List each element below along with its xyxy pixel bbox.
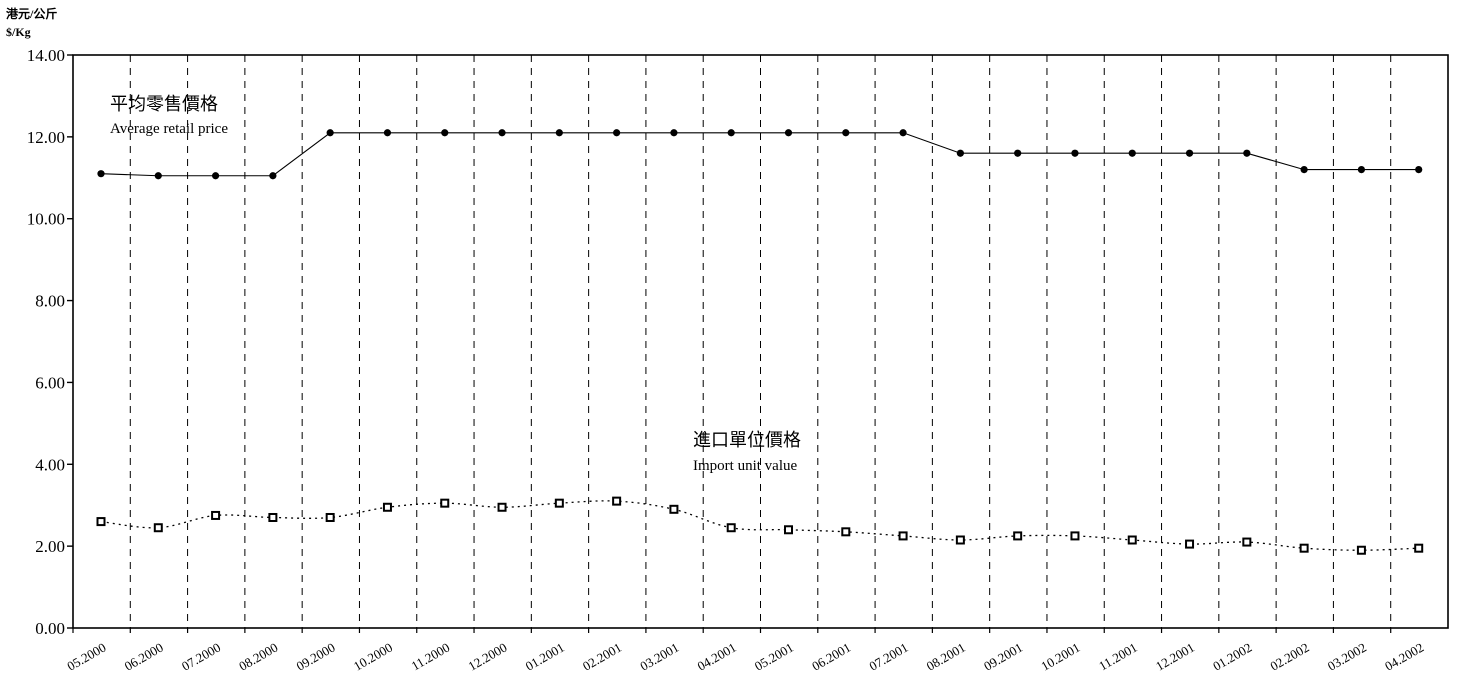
average-retail-price-point [784,129,793,137]
y-tick-label: 2.00 [35,537,65,556]
x-tick-label: 04.2001 [695,640,739,674]
x-tick-label: 08.2001 [924,640,968,674]
average-retail-price-point [269,172,277,180]
import-unit-value-point [669,504,679,514]
import-unit-value-point [1013,531,1023,541]
import-unit-value-point [1070,531,1080,541]
x-tick-label: 12.2001 [1153,640,1197,674]
import-unit-value-point [497,502,507,512]
average-retail-price-point [842,129,850,137]
import-unit-value-point [325,512,335,522]
x-tick-label: 09.2001 [981,640,1025,674]
x-tick-label: 04.2002 [1382,640,1426,674]
x-tick-label: 03.2002 [1325,640,1369,674]
average-retail-price-point [326,129,334,137]
x-axis-ticks: 05.2000 06.2000 07.2000 08.2000 09.2000 10.20… [64,628,1426,674]
import-unit-value-point [554,498,564,508]
vertical-gridlines [129,55,1392,628]
x-tick-label: 08.2000 [236,640,280,674]
x-tick-label: 06.2000 [122,640,166,674]
x-tick-label: 01.2001 [523,640,567,674]
unit-label-en: $/Kg [6,25,31,39]
average-retail-price-point [727,129,735,137]
x-tick-label: 03.2001 [637,640,681,674]
unit-label-cn: 港元/公斤 [6,6,57,21]
series-line-average-retail-price [100,132,1419,177]
import-unit-value-point [211,510,221,520]
average-retail-price-point [154,172,162,180]
average-retail-price-point [555,129,563,137]
y-tick-label: 12.00 [27,128,65,147]
average-retail-price-point [1357,166,1366,174]
average-retail-price-point [97,170,105,178]
average-retail-price-point [1415,166,1423,174]
x-tick-label: 11.2001 [1096,640,1140,674]
import-unit-value-point [1185,539,1195,549]
x-tick-label: 11.2000 [409,640,453,674]
x-tick-label: 02.2001 [580,640,624,674]
import-unit-value-point [784,525,793,535]
average-retail-price-point [498,129,506,137]
x-tick-label: 10.2000 [351,640,395,674]
x-tick-label: 02.2002 [1268,640,1312,674]
y-axis-ticks: 0.00 2.00 4.00 6.00 8.00 10.00 12.00 14.00 [27,46,73,638]
import-unit-value-point [440,498,450,508]
x-tick-label: 12.2000 [465,640,509,674]
import-unit-value-point [1414,543,1424,553]
import-unit-value-point [1242,537,1252,547]
average-retail-price-point [613,129,621,137]
average-retail-price-point [211,172,220,180]
y-tick-label: 10.00 [27,210,65,229]
import-unit-value-point [96,517,106,527]
average-retail-price-point [899,129,907,137]
retail-price-label-en: Average retail price [110,121,228,137]
import-value-label-en: Import unit value [693,458,797,474]
average-retail-price-point [1071,149,1079,157]
y-tick-label: 0.00 [35,619,65,638]
import-unit-value-point [1127,535,1137,545]
average-retail-price-point [1300,166,1308,174]
x-tick-label: 05.2000 [64,640,108,674]
average-retail-price-point [1185,149,1194,157]
retail-price-label-cn: 平均零售價格 [110,94,218,114]
y-tick-label: 14.00 [27,46,65,65]
average-retail-price-point [441,129,449,137]
import-unit-value-point [382,502,392,512]
series-layer [96,129,1424,555]
average-retail-price-point [670,129,678,137]
x-tick-label: 01.2002 [1210,640,1254,674]
import-unit-value-point [612,496,622,506]
import-unit-value-point [898,531,908,541]
import-unit-value-point [841,527,851,537]
x-tick-label: 07.2001 [866,640,910,674]
average-retail-price-point [956,149,964,157]
import-value-label-cn: 進口單位價格 [693,430,801,450]
import-unit-value-point [1299,543,1309,553]
x-tick-label: 05.2001 [752,640,796,674]
y-tick-label: 4.00 [35,455,65,474]
import-unit-value-point [726,523,736,533]
y-tick-label: 8.00 [35,292,65,311]
x-tick-label: 06.2001 [809,640,853,674]
average-retail-price-point [1014,149,1022,157]
x-tick-label: 10.2001 [1038,640,1082,674]
average-retail-price-point [1128,149,1136,157]
average-retail-price-point [383,129,392,137]
import-unit-value-point [268,512,278,522]
y-tick-label: 6.00 [35,373,65,392]
average-retail-price-point [1243,149,1251,157]
import-unit-value-point [1356,545,1366,555]
import-unit-value-point [153,523,163,533]
x-tick-label: 07.2000 [179,640,223,674]
x-tick-label: 09.2000 [294,640,338,674]
import-unit-value-point [955,535,965,545]
